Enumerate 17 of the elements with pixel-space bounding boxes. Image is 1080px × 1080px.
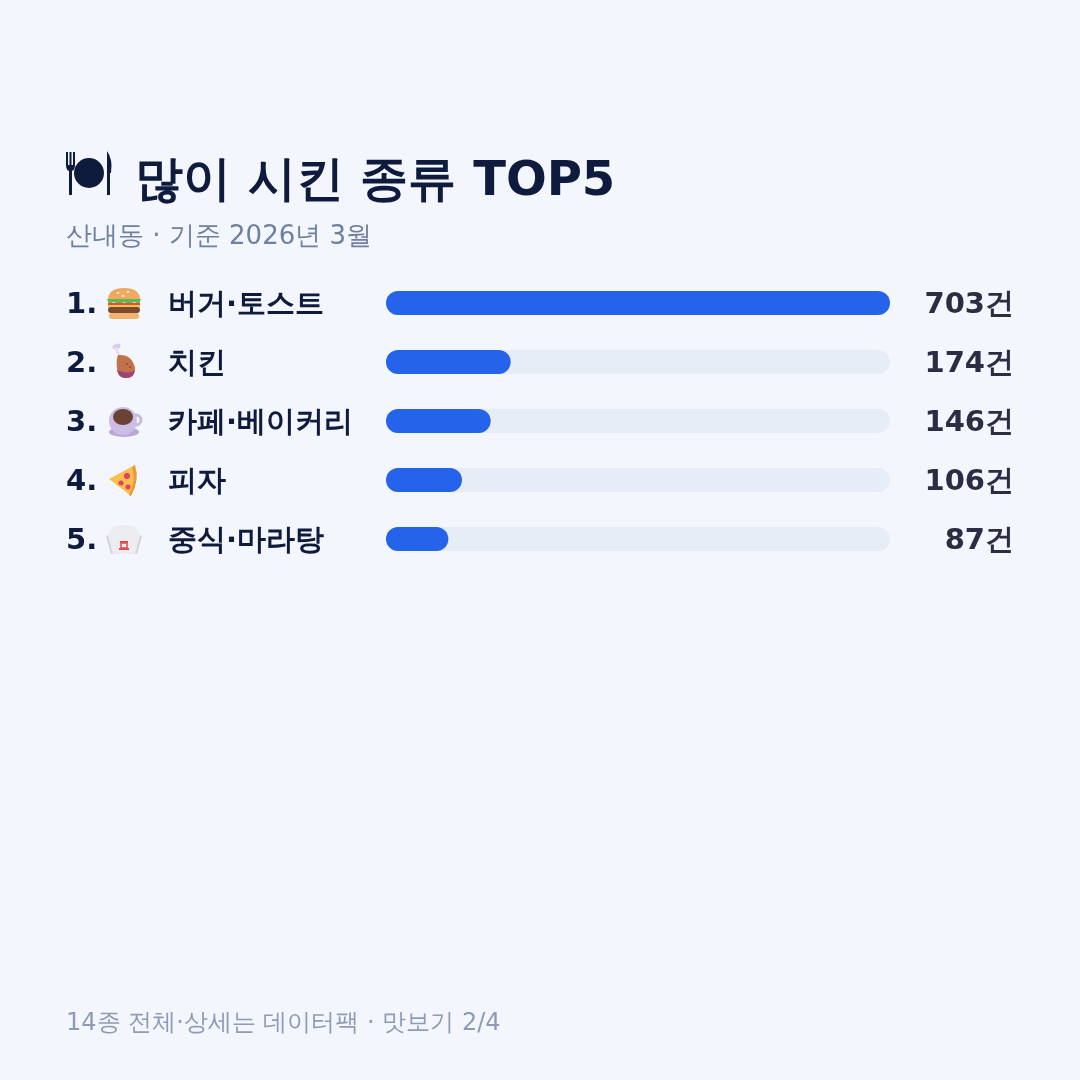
category-label: 5. 중식·마라탕 bbox=[66, 522, 325, 556]
data-label: 106건 bbox=[924, 463, 1014, 497]
bar bbox=[386, 527, 449, 551]
category-label: 1. 버거·토스트 bbox=[66, 286, 325, 320]
category-label: 2. 치킨 bbox=[66, 345, 227, 379]
bar bbox=[386, 350, 511, 374]
chart-title: 많이 시킨 종류 TOP5 bbox=[135, 150, 616, 206]
text: 14종 전체·상세는 데이터팩 · 맛보기 2/4 bbox=[66, 1008, 501, 1036]
data-label: 146건 bbox=[924, 404, 1014, 438]
bar bbox=[386, 409, 491, 433]
chart-subtitle: 산내동 · 기준 2026년 3월 bbox=[66, 220, 373, 250]
bar bbox=[386, 468, 462, 492]
category-label: 4. 피자 bbox=[66, 463, 227, 497]
data-label: 174건 bbox=[924, 345, 1014, 379]
data-label: 703건 bbox=[924, 286, 1014, 320]
data-label: 87건 bbox=[944, 522, 1014, 556]
category-label: 3. 카페·베이커리 bbox=[66, 404, 354, 438]
